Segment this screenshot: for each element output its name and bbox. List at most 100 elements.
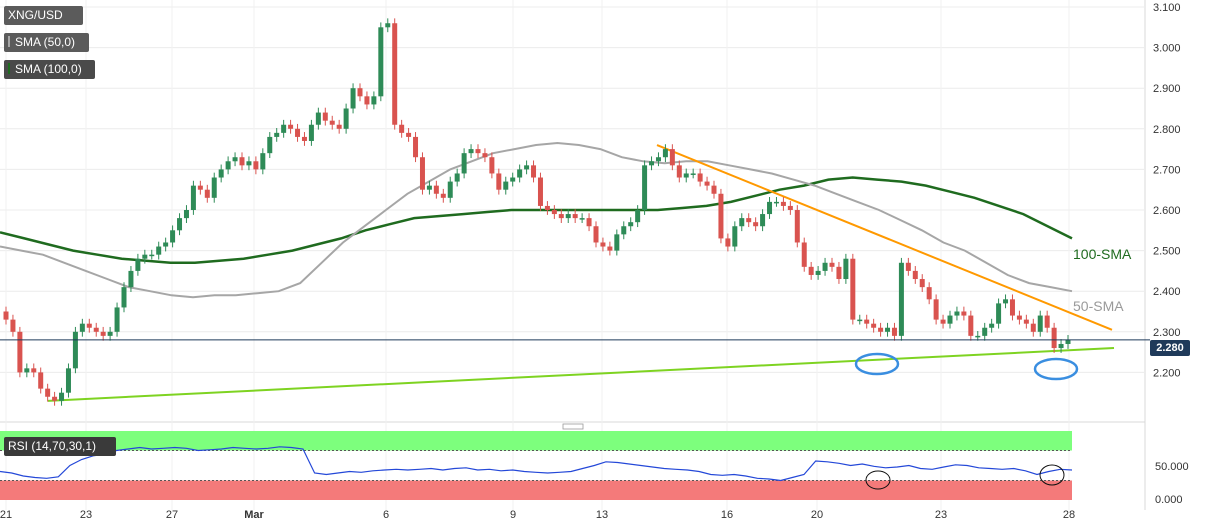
time-tick-label: 23: [935, 509, 947, 521]
candle-body: [933, 299, 939, 320]
candle-body: [662, 149, 668, 158]
candle-body: [975, 335, 981, 338]
candle-body: [17, 331, 23, 373]
candle-body: [593, 226, 599, 243]
candle-body: [31, 368, 37, 373]
candle-body: [218, 169, 224, 178]
candle-body: [65, 368, 71, 393]
candle-body: [815, 270, 821, 275]
candle-body: [635, 210, 641, 223]
candle-body: [142, 254, 148, 259]
rsi-pane: 50.000 0.000: [0, 431, 1189, 506]
sma-50-path: [0, 141, 1073, 299]
price-axis: 3.100 3.000 2.900 2.800 2.700 2.600 2.500 2.400…: [1153, 2, 1181, 379]
candle-body: [760, 214, 766, 227]
candle-body: [281, 124, 287, 133]
candle-body: [59, 392, 65, 401]
candle-body: [898, 262, 904, 336]
candle-body: [190, 185, 196, 210]
candle-body: [600, 242, 606, 247]
price-tick-label: 2.600: [1153, 205, 1181, 217]
candle-body: [163, 242, 169, 247]
candle-body: [669, 149, 675, 166]
candle-body: [510, 177, 516, 182]
candle-body: [440, 193, 446, 198]
candle-body: [836, 266, 842, 280]
candle-body: [871, 323, 877, 328]
candle-body: [350, 88, 356, 109]
candle-body: [607, 246, 613, 251]
highlight-circle: [854, 352, 900, 376]
candle-body: [954, 311, 960, 316]
time-tick-label: 6: [383, 509, 389, 521]
candle-body: [787, 205, 793, 210]
candle-body: [773, 201, 779, 204]
price-tick-label: 3.000: [1153, 43, 1181, 55]
candle-body: [843, 258, 849, 280]
candle-body: [447, 181, 453, 198]
candle-body: [433, 185, 439, 194]
rsi-legend[interactable]: RSI (14,70,30,1): [4, 437, 116, 456]
candle-body: [204, 189, 210, 198]
candle-body: [996, 303, 1002, 324]
candle-body: [968, 315, 974, 336]
candle-body: [72, 331, 78, 369]
sma-labels: 100-SMA 50-SMA: [1073, 246, 1132, 314]
candle-body: [413, 136, 419, 158]
price-tick-label: 2.900: [1153, 83, 1181, 95]
legend-label: SMA (50,0): [15, 35, 76, 49]
candle-body: [565, 214, 571, 219]
candle-body: [114, 307, 120, 332]
candle-body: [121, 287, 127, 308]
sma-100-legend[interactable]: SMA (100,0): [4, 60, 95, 79]
candle-body: [1044, 315, 1050, 328]
candle-body: [274, 132, 280, 137]
candle-body: [170, 230, 176, 243]
candle-body: [107, 331, 113, 336]
candle-body: [128, 270, 134, 288]
sma-100-line: [0, 176, 1073, 265]
candle-body: [961, 311, 967, 316]
candles: [3, 18, 1071, 406]
candle-body: [537, 177, 543, 206]
candle-body: [406, 132, 412, 137]
candle-body: [482, 153, 488, 158]
candle-body: [586, 218, 592, 227]
candle-body: [461, 153, 467, 174]
candle-body: [315, 112, 321, 125]
candle-body: [1051, 327, 1057, 349]
rsi-tick-label: 0.000: [1155, 494, 1183, 506]
candle-body: [982, 327, 988, 336]
candle-body: [135, 258, 141, 271]
candle-body: [767, 201, 773, 215]
candle-body: [919, 279, 925, 288]
rsi-highlight-circle: [1039, 464, 1065, 486]
candle-body: [197, 185, 203, 190]
price-tick-label: 3.100: [1153, 2, 1181, 14]
candle-body: [628, 222, 634, 227]
grid: [0, 0, 1146, 510]
candle-body: [3, 311, 9, 320]
time-tick-label: 27: [166, 509, 178, 521]
candle-body: [864, 319, 870, 324]
price-tick-label: 2.500: [1153, 246, 1181, 258]
candle-body: [572, 214, 578, 219]
candle-body: [524, 165, 530, 170]
candle-body: [93, 327, 99, 332]
ticker-legend[interactable]: XNG/USD: [4, 6, 83, 25]
candle-body: [371, 96, 377, 105]
candle-body: [753, 222, 759, 227]
sma-50-legend[interactable]: SMA (50,0): [4, 33, 89, 52]
candle-body: [239, 157, 245, 166]
candle-body: [885, 327, 891, 332]
rsi-overbought-zone: [0, 431, 1072, 451]
candle-body: [850, 258, 856, 320]
candle-body: [780, 201, 786, 206]
rsi-oversold-zone: [0, 480, 1072, 500]
sma-100-swatch: [8, 63, 10, 74]
pane-resize-handle: [562, 423, 584, 430]
candle-body: [246, 161, 252, 166]
time-tick-label: 21: [0, 509, 12, 521]
candle-body: [725, 238, 731, 247]
